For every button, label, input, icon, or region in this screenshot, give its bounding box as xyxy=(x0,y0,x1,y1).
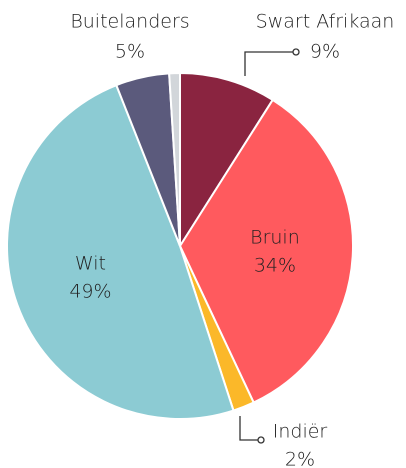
value-label: 9% xyxy=(310,41,340,63)
slice-label: Buitelanders xyxy=(70,11,189,33)
leader-dot xyxy=(257,436,265,444)
leader-line xyxy=(239,416,258,441)
pie-slice xyxy=(5,83,235,421)
slice-label: Indiër xyxy=(273,421,328,443)
leader-line xyxy=(244,51,293,76)
value-label: 5% xyxy=(115,41,145,63)
value-label: 2% xyxy=(285,449,315,468)
slice-label: Swart Afrikaan xyxy=(256,11,395,33)
leader-dot xyxy=(292,48,300,56)
pie-slice xyxy=(178,98,354,404)
pie-slice xyxy=(179,71,275,250)
value-label: 34% xyxy=(254,254,296,276)
labels: Swart Afrikaan 9% Bruin 34% Indiër 2% Wit 49% Bu… xyxy=(69,11,394,468)
slice-label: Bruin xyxy=(250,226,300,248)
pie xyxy=(5,71,354,421)
slice-label: Wit xyxy=(75,253,106,275)
value-label: 49% xyxy=(69,281,111,303)
pie-slice xyxy=(168,71,181,247)
